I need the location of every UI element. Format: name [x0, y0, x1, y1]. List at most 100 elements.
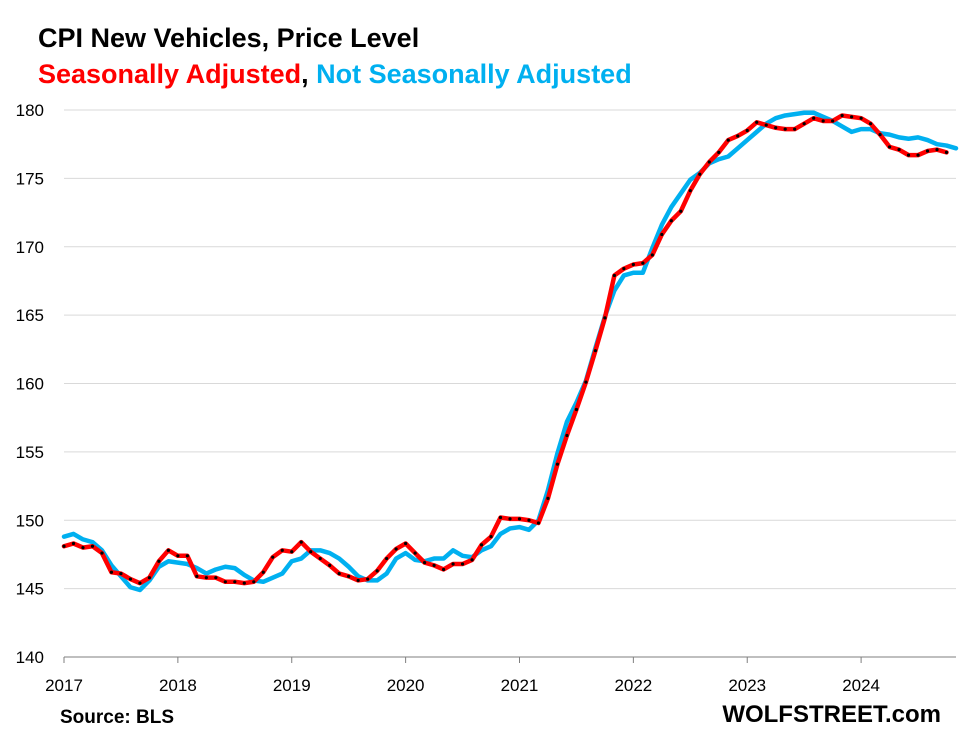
data-point	[337, 571, 341, 576]
data-point	[850, 115, 854, 119]
data-point	[375, 569, 379, 573]
x-tick-label: 2024	[842, 676, 880, 695]
data-point	[166, 548, 170, 552]
data-point	[432, 563, 436, 567]
data-point	[612, 273, 616, 278]
data-point	[916, 153, 920, 157]
x-axis-ticks: 2017 2018 2019 2020 2021 2022 2023 2024	[45, 657, 880, 695]
data-point	[479, 543, 484, 547]
data-point	[385, 556, 389, 561]
data-point	[157, 559, 161, 563]
data-point	[574, 407, 579, 412]
data-point	[489, 535, 493, 539]
data-point	[812, 116, 816, 120]
data-point	[508, 517, 512, 521]
data-point	[669, 219, 673, 223]
data-point	[603, 316, 607, 320]
data-point	[840, 113, 844, 118]
data-point	[944, 150, 949, 154]
data-point	[717, 150, 721, 154]
y-tick-label: 175	[16, 169, 44, 188]
data-point	[498, 515, 503, 520]
data-point	[584, 380, 588, 384]
data-point	[71, 541, 76, 546]
data-point	[261, 570, 265, 574]
data-point	[204, 576, 208, 580]
data-point	[90, 544, 95, 548]
data-point	[774, 126, 778, 130]
legend-seasonally-adjusted: Seasonally Adjusted	[38, 59, 302, 89]
data-point	[764, 123, 768, 127]
data-point	[318, 556, 322, 561]
y-tick-label: 170	[16, 238, 44, 257]
data-point	[233, 580, 237, 584]
data-point	[641, 261, 645, 265]
data-point	[280, 548, 284, 552]
y-tick-label: 150	[16, 511, 44, 530]
data-point	[897, 148, 901, 152]
data-point	[793, 127, 797, 131]
y-axis-ticks: 140 145 150 155 160 165 170 175 180	[16, 101, 44, 667]
data-point	[441, 567, 446, 572]
data-point	[565, 433, 569, 438]
data-point	[650, 253, 654, 257]
data-point	[404, 541, 408, 546]
data-point	[622, 267, 626, 271]
data-point	[925, 149, 930, 153]
data-point	[128, 577, 133, 581]
data-point	[328, 563, 332, 567]
data-point	[223, 580, 227, 584]
data-point	[195, 574, 199, 578]
data-point	[887, 145, 892, 149]
data-point	[831, 119, 835, 123]
data-point	[309, 550, 313, 554]
data-point	[707, 160, 711, 164]
data-point	[536, 521, 541, 525]
data-point	[422, 561, 427, 565]
chart-subtitle: Seasonally Adjusted, Not Seasonally Adju…	[38, 56, 632, 92]
x-tick-label: 2021	[501, 676, 539, 695]
data-point	[185, 554, 189, 558]
data-point	[413, 551, 417, 555]
data-point	[299, 540, 303, 544]
data-point	[517, 517, 522, 521]
x-tick-label: 2022	[614, 676, 652, 695]
data-point	[745, 128, 749, 133]
series-group	[61, 110, 959, 593]
data-point	[688, 189, 692, 193]
x-tick-label: 2023	[728, 676, 766, 695]
data-point	[394, 547, 398, 551]
data-point	[726, 138, 730, 142]
x-tick-label: 2019	[273, 676, 311, 695]
data-point	[356, 578, 360, 583]
data-point	[679, 209, 683, 213]
data-point	[802, 122, 806, 126]
data-point	[878, 133, 882, 137]
series-line-not-seasonally-adjusted	[61, 110, 959, 593]
y-tick-label: 155	[16, 443, 44, 462]
data-point	[100, 551, 104, 555]
x-tick-label: 2018	[159, 676, 197, 695]
data-point	[755, 120, 759, 124]
data-point	[252, 580, 256, 584]
data-point	[366, 577, 370, 581]
y-tick-label: 160	[16, 375, 44, 394]
data-point	[271, 555, 275, 559]
data-point	[147, 576, 152, 580]
data-point	[906, 153, 911, 157]
data-point	[119, 571, 123, 576]
data-point	[698, 172, 702, 176]
gridlines	[64, 109, 956, 590]
source-note: Source: BLS	[60, 707, 175, 728]
y-tick-label: 145	[16, 580, 44, 599]
data-point	[470, 558, 474, 562]
data-point	[593, 349, 598, 353]
legend-separator: ,	[301, 59, 309, 89]
y-tick-label: 140	[16, 648, 44, 667]
data-point	[460, 562, 465, 566]
chart-title: CPI New Vehicles, Price Level	[38, 23, 420, 53]
data-point	[138, 581, 142, 585]
data-point	[736, 134, 740, 138]
legend-not-seasonally-adjusted: Not Seasonally Adjusted	[316, 59, 632, 89]
